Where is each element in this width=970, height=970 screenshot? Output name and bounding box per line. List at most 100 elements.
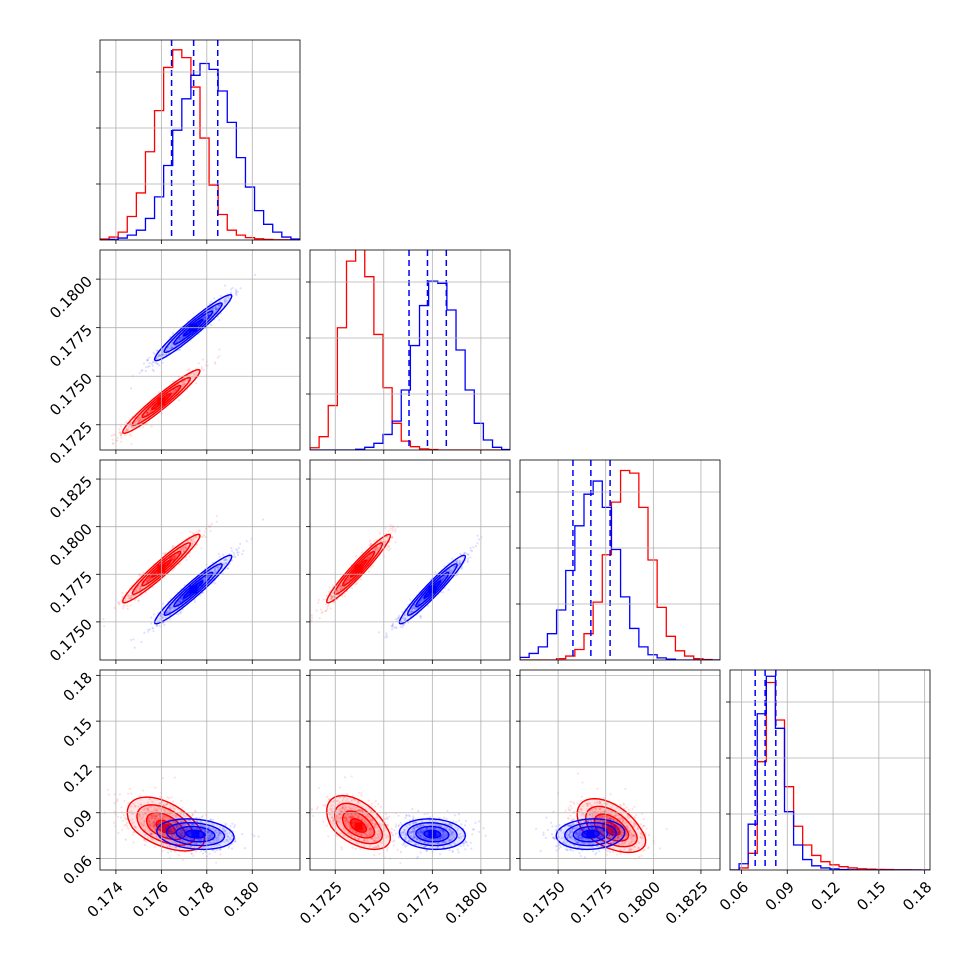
scatter-panel-4-1-blue-point [221,836,224,839]
scatter-panel-3-2-red-point [368,544,371,547]
scatter-panel-3-1-red-point [181,548,184,551]
scatter-panel-4-1-blue-point [213,830,216,833]
scatter-panel-2-1-red-point [129,422,132,425]
scatter-panel-3-1-red-point [164,552,167,555]
scatter-panel-4-1-red-point [161,801,164,804]
scatter-panel-4-1-red-point [148,820,151,823]
scatter-panel-3-1-red-point [173,554,176,557]
scatter-panel-2-1-blue-point [224,301,227,304]
scatter-panel-3-2-red-point [355,582,359,585]
scatter-panel-3-2-red-point [341,587,344,590]
scatter-panel-4-1-red-point [133,825,136,828]
scatter-panel-2-1-blue-point [210,300,213,303]
scatter-panel-3-2-red-point [368,557,371,560]
scatter-panel-4-1-blue-point [179,834,182,837]
scatter-panel-4-1-red-point [173,776,176,779]
scatter-panel-2-1-blue-point [171,346,174,350]
scatter-panel-4-1-blue-point [208,831,211,834]
scatter-panel-4-1-red-point [175,824,178,827]
scatter-panel-4-1-blue-point [179,834,182,838]
scatter-panel-2-1-red-point [139,418,142,421]
scatter-panel-4-1-red-point [176,826,179,829]
scatter-panel-4-1-red-point [143,839,146,842]
scatter-panel-4-1-red-point [146,807,149,810]
scatter-panel-3-2-red-point [310,614,313,617]
scatter-panel-4-1-red-point [179,812,183,815]
scatter-panel-2-1-blue-point [210,308,214,311]
scatter-panel-3-2-blue-point [413,607,416,610]
scatter-panel-4-1-blue-point [219,848,222,851]
scatter-panel-4-1-blue-point [210,822,214,825]
scatter-panel-3-1-blue-contour [153,554,233,625]
scatter-panel-4-1-blue-point [167,824,171,827]
scatter-panel-4-1-red-point [141,823,144,826]
scatter-panel-4-1-blue-point [173,832,176,835]
scatter-panel-4-1-blue-point [196,838,199,841]
scatter-panel-3-1-red-point [136,585,139,589]
scatter-panel-4-1-blue-point [170,832,173,835]
scatter-panel-3-2-red-point [391,536,394,539]
scatter-panel-2-1-blue-point [204,317,207,320]
scatter-panel-3-1-red-point [210,522,213,526]
scatter-panel-4-1-blue-point [203,830,206,833]
scatter-panel-4-1-red-point [168,813,171,816]
scatter-panel-3-1-blue-point [245,540,248,543]
scatter-panel-3-1-red-point [215,514,218,517]
scatter-panel-4-1-blue-point [209,841,212,844]
scatter-panel-4-1-red-point [190,814,194,817]
scatter-panel-3-1-blue-point [204,578,207,581]
scatter-panel-3-1-blue-point [222,563,226,566]
scatter-panel-4-1-blue-point [166,825,169,828]
scatter-panel-4-1-red-point [155,814,158,818]
scatter-panel-2-1-blue-point [207,313,210,316]
scatter-panel-2-1-blue-point [178,337,181,340]
scatter-panel-4-1-red-point [150,832,153,835]
scatter-panel-3-1-blue-point [241,553,244,556]
scatter-panel-4-1-red-point [151,824,155,827]
scatter-panel-4-1-red-point [194,810,197,813]
scatter-panel-3-1-blue-point [179,597,182,600]
scatter-panel-3-2-red-point [331,594,334,598]
scatter-panel-4-1-red-point [150,832,153,836]
scatter-panel-4-1-blue-point [228,845,231,848]
scatter-panel-3-1-red-point [140,585,143,589]
histogram-panel-4-xtick-label: 0.18 [899,878,935,914]
scatter-panel-3-2-red-point [375,546,378,549]
scatter-panel-3-1-red-point [139,588,142,591]
scatter-panel-3-1-blue-point [193,600,196,604]
scatter-panel-2-1-blue-contour [173,310,214,345]
scatter-panel-4-1-blue-point [227,840,230,843]
scatter-panel-4-1-blue-point [217,833,220,837]
scatter-panel-4-1-red-point [149,798,152,801]
scatter-panel-3-1-red-point [169,557,172,560]
scatter-panel-4-1-blue-point [180,823,183,826]
scatter-panel-4-1-blue-point [195,842,198,845]
scatter-panel-3-1-red-point [181,546,184,549]
scatter-panel-3-2-red-point [355,555,358,558]
scatter-panel-4-1-red-point [178,829,181,832]
scatter-panel-3-1-red-point [148,578,151,582]
scatter-panel-4-1-red-point [159,815,162,818]
scatter-panel-2-1-blue-point [236,290,239,294]
scatter-panel-3-2-red-point [350,587,353,590]
scatter-panel-2-1-blue-point [178,338,181,341]
scatter-panel-4-1-blue-point [210,846,213,849]
scatter-panel-4-1-blue-point [192,823,195,827]
scatter-panel-4-1-blue-point [174,820,177,824]
scatter-panel-3-1-red-point [172,557,176,560]
scatter-panel-2-1-blue-point [215,308,218,311]
scatter-panel-3-2-red-point [346,578,350,581]
scatter-panel-3-2-blue-point [461,565,464,568]
scatter-panel-3-2-red-point [384,539,387,542]
scatter-panel-2-1-red-point [186,369,189,372]
scatter-panel-3-1-red-point [171,546,174,549]
scatter-panel-4-1-blue-point [174,828,177,831]
scatter-panel-4-1-blue-point [175,825,178,829]
scatter-panel-4-1-red-point [157,817,160,820]
scatter-panel-4-1-red-point [152,823,155,827]
scatter-panel-4-1-red-point [127,802,130,805]
scatter-panel-2-1-blue-point [157,355,160,358]
scatter-panel-4-1-red-point [141,813,145,816]
scatter-panel-3-1-blue-point [224,558,227,561]
scatter-panel-4-1-blue-point [193,845,196,849]
